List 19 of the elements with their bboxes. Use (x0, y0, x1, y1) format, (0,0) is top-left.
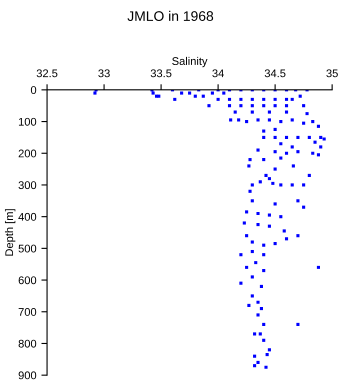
x-tick-label: 33 (98, 69, 110, 78)
x-tick-label: 34.5 (264, 69, 286, 78)
x-axis-title: Salinity (172, 56, 208, 68)
y-tick-label: 900 (18, 371, 36, 380)
chart-title: JMLO in 1968 (127, 10, 214, 22)
y-tick-label: 300 (18, 181, 36, 190)
x-tick-label: 35 (326, 69, 338, 78)
y-tick-label: 800 (18, 340, 36, 348)
y-axis-title: Depth [m] (4, 209, 16, 256)
x-tick-label: 32.5 (36, 69, 58, 78)
y-tick-label: 500 (18, 244, 36, 252)
y-tick-label: 100 (18, 118, 36, 126)
y-tick-label: 700 (18, 308, 36, 316)
y-tick-label: 600 (18, 276, 36, 284)
y-tick-label: 0 (30, 86, 36, 94)
x-tick-label: 33.5 (150, 69, 172, 78)
x-tick-label: 34 (212, 69, 224, 78)
y-tick-label: 400 (18, 212, 36, 221)
y-tick-label: 200 (18, 150, 36, 158)
